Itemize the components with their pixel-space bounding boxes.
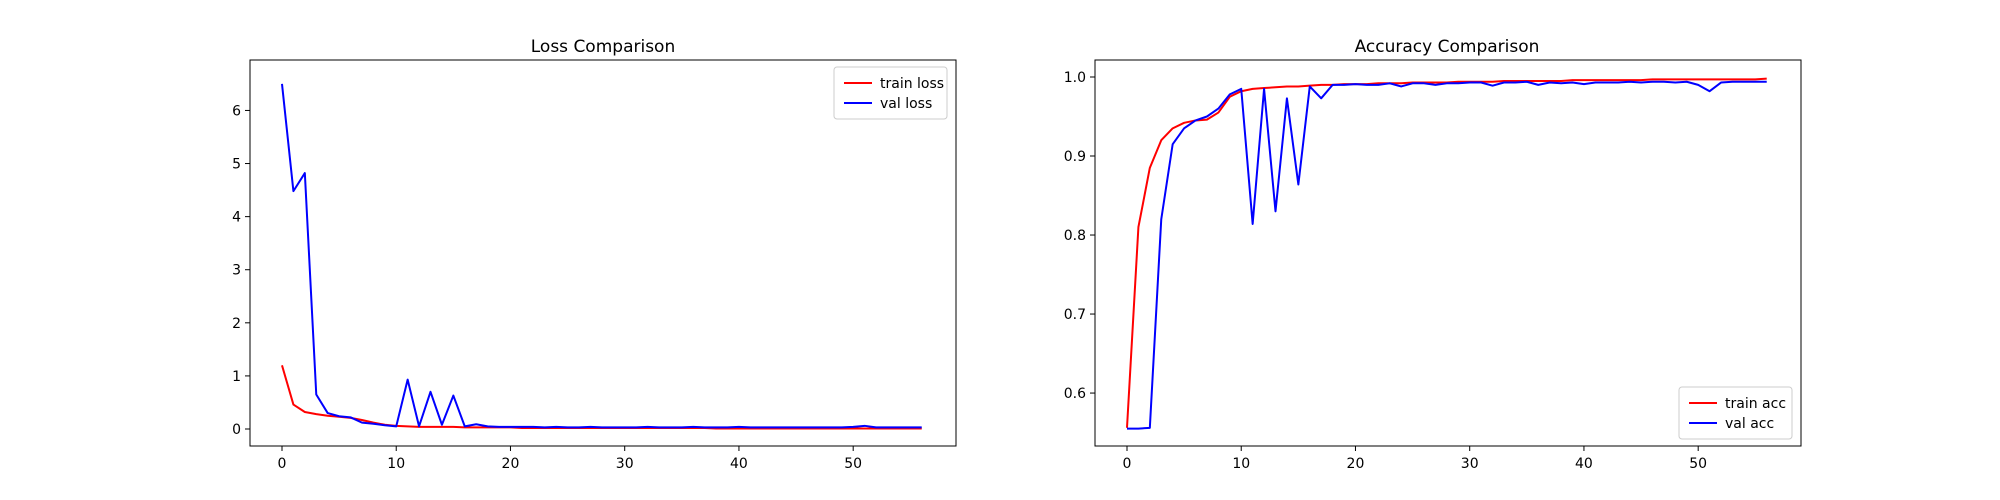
accuracy-x-tick-label: 10 [1232, 456, 1250, 472]
accuracy-comparison-panel: Accuracy Comparison 0 10 20 30 40 50 0.6 0.7 0.8… [1064, 37, 1802, 472]
train-loss-legend-label: train loss [880, 76, 944, 92]
accuracy-y-tick-label: 1.0 [1064, 70, 1086, 86]
accuracy-y-tick-label: 0.9 [1064, 149, 1086, 165]
accuracy-x-tick-label: 30 [1461, 456, 1479, 472]
loss-series-lines [280, 83, 922, 430]
loss-y-tick-label: 6 [232, 103, 241, 119]
loss-legend: train loss val loss [833, 66, 948, 120]
loss-x-tick-label: 40 [730, 456, 748, 472]
accuracy-axis-ticks: 0 10 20 30 40 50 0.6 0.7 0.8 0.9 1.0 [1064, 70, 1707, 472]
accuracy-plot-frame [1094, 59, 1802, 447]
loss-x-tick-label: 30 [616, 456, 634, 472]
accuracy-series-lines [1125, 77, 1767, 430]
val-loss-line [280, 83, 922, 429]
loss-axis-ticks: 0 10 20 30 40 50 0 1 2 3 4 5 6 [232, 103, 862, 472]
loss-chart-title: Loss Comparison [531, 37, 675, 57]
loss-y-tick-label: 2 [232, 316, 241, 332]
loss-y-tick-label: 1 [232, 369, 241, 385]
loss-plot-frame [249, 59, 957, 447]
accuracy-legend: train acc val acc [1678, 386, 1793, 440]
loss-x-tick-label: 20 [502, 456, 520, 472]
loss-x-tick-label: 50 [844, 456, 862, 472]
accuracy-x-tick-label: 40 [1575, 456, 1593, 472]
accuracy-chart-title: Accuracy Comparison [1355, 37, 1540, 57]
loss-legend-box [833, 66, 948, 120]
loss-comparison-panel: Loss Comparison 0 10 20 30 40 50 0 1 2 3 4 5 6 train… [232, 37, 957, 472]
loss-y-tick-label: 5 [232, 157, 241, 173]
val-acc-legend-label: val acc [1725, 416, 1774, 432]
accuracy-y-tick-label: 0.7 [1064, 307, 1086, 323]
val-acc-line [1126, 80, 1767, 430]
loss-y-tick-label: 4 [232, 210, 241, 226]
loss-x-tick-label: 0 [278, 456, 287, 472]
accuracy-legend-box [1678, 386, 1793, 440]
loss-x-tick-label: 10 [387, 456, 405, 472]
train-acc-legend-label: train acc [1725, 396, 1786, 412]
loss-y-tick-label: 3 [232, 263, 241, 279]
accuracy-x-tick-label: 50 [1689, 456, 1707, 472]
accuracy-y-tick-label: 0.6 [1064, 386, 1086, 402]
val-loss-legend-label: val loss [880, 96, 932, 112]
accuracy-y-tick-label: 0.8 [1064, 228, 1086, 244]
loss-y-tick-label: 0 [232, 422, 241, 438]
accuracy-x-tick-label: 20 [1347, 456, 1365, 472]
accuracy-x-tick-label: 0 [1123, 456, 1132, 472]
